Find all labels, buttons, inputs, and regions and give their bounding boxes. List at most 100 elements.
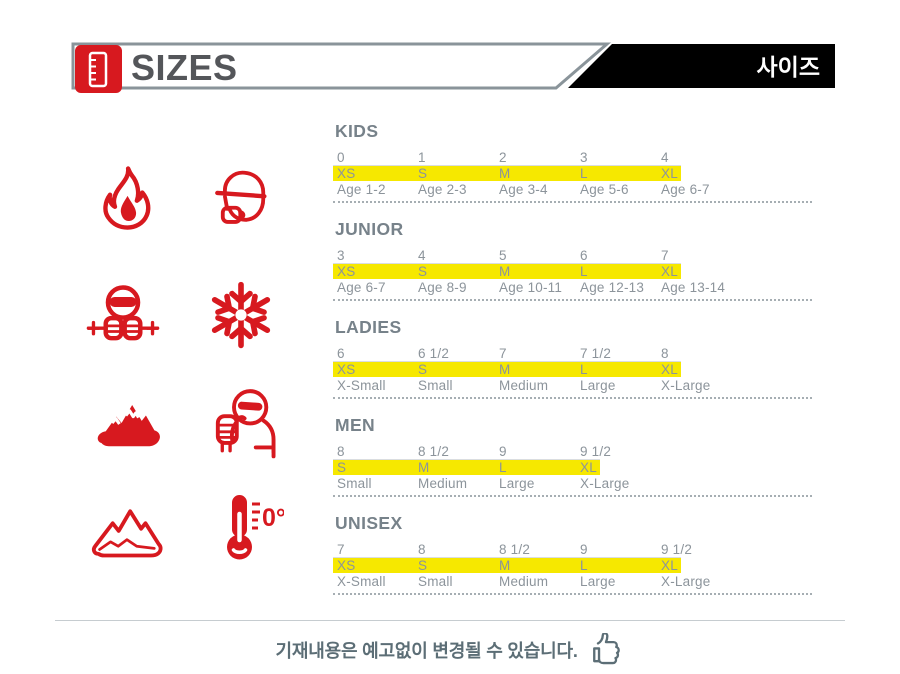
size-label-row: X-Small Small Medium Large X-Large	[337, 573, 857, 589]
size-cell: L	[580, 362, 588, 377]
size-label-row: Age 1-2 Age 2-3 Age 3-4 Age 5-6 Age 6-7	[337, 181, 857, 197]
size-cell: X-Large	[661, 378, 711, 393]
size-cell: 6 1/2	[418, 346, 450, 361]
footer: 기재내용은 예고없이 변경될 수 있습니다.	[0, 633, 900, 667]
size-cell: 7	[499, 346, 507, 361]
size-cell: 8	[418, 542, 426, 557]
size-cell: X-Small	[337, 378, 386, 393]
ruler-icon	[75, 45, 122, 93]
size-cell: Large	[499, 476, 535, 491]
size-cell: 2	[499, 150, 507, 165]
size-cell: Small	[418, 378, 453, 393]
size-cell: 3	[337, 248, 345, 263]
size-label-row: Small Medium Large X-Large	[337, 475, 857, 491]
size-cell: Age 12-13	[580, 280, 645, 295]
size-code-row: XS S M L XL	[333, 166, 681, 181]
size-cell: 5	[499, 248, 507, 263]
size-cell: XL	[661, 166, 678, 181]
size-cell: Age 6-7	[337, 280, 386, 295]
size-number-row: 6 6 1/2 7 7 1/2 8	[333, 346, 681, 362]
size-section: MEN 8 8 1/2 9 9 1/2 S M L XL Small Medium Large X-La…	[333, 415, 857, 510]
size-cell: S	[418, 166, 428, 181]
mountains-outline-icon	[91, 509, 163, 558]
size-cell: Medium	[418, 476, 468, 491]
size-cell: Small	[337, 476, 372, 491]
size-cell: 1	[418, 150, 426, 165]
size-label-row: Age 6-7 Age 8-9 Age 10-11 Age 12-13 Age 13-1…	[337, 279, 857, 295]
size-cell: XL	[661, 264, 678, 279]
size-cell: XS	[337, 264, 356, 279]
size-cell: XS	[337, 558, 356, 573]
size-cell: X-Small	[337, 574, 386, 589]
section-title: MEN	[335, 415, 376, 435]
size-cell: 7	[661, 248, 669, 263]
size-cell: Age 8-9	[418, 280, 467, 295]
footer-notice: 기재내용은 예고없이 변경될 수 있습니다.	[275, 641, 578, 661]
section-title: UNISEX	[335, 513, 403, 533]
size-cell: Age 2-3	[418, 182, 467, 197]
size-cell: 0	[337, 150, 345, 165]
size-number-row: 3 4 5 6 7	[333, 248, 681, 264]
size-section: UNISEX 7 8 8 1/2 9 9 1/2 XS S M L XL X-Small Small Me…	[333, 513, 857, 608]
skier-icon	[86, 285, 160, 341]
size-section: LADIES 6 6 1/2 7 7 1/2 8 XS S M L XL X-Small Small Me…	[333, 317, 857, 412]
page-title-korean: 사이즈	[757, 54, 820, 80]
size-cell: XL	[580, 460, 597, 475]
size-number-row: 7 8 8 1/2 9 9 1/2	[333, 542, 692, 558]
size-cell: 9 1/2	[661, 542, 693, 557]
size-cell: 7 1/2	[580, 346, 612, 361]
size-cell: XS	[337, 362, 356, 377]
size-cell: 8	[661, 346, 669, 361]
mountains-solid-icon	[97, 404, 160, 447]
size-cell: S	[418, 362, 428, 377]
size-cell: M	[499, 166, 511, 181]
size-cell: Large	[580, 574, 616, 589]
size-cell: Age 13-14	[661, 280, 726, 295]
footer-divider	[55, 620, 845, 621]
size-cell: S	[418, 264, 428, 279]
page-title: SIZES	[131, 47, 238, 88]
size-cell: 6	[580, 248, 588, 263]
size-cell: Age 10-11	[499, 280, 563, 295]
size-cell: 9	[499, 444, 507, 459]
size-cell: M	[418, 460, 430, 475]
size-cell: 4	[661, 150, 669, 165]
dotted-divider	[333, 201, 812, 203]
size-cell: L	[580, 166, 588, 181]
dotted-divider	[333, 593, 812, 595]
size-cell: XL	[661, 558, 678, 573]
thumbs-up-icon	[593, 633, 621, 665]
size-section: JUNIOR 3 4 5 6 7 XS S M L XL Age 6-7 Age 8-9 Age 10-1…	[333, 219, 857, 314]
size-cell: Age 1-2	[337, 182, 386, 197]
size-cell: X-Large	[580, 476, 630, 491]
size-cell: S	[337, 460, 347, 475]
size-cell: Age 5-6	[580, 182, 629, 197]
size-cell: 8 1/2	[499, 542, 531, 557]
size-cell: Age 3-4	[499, 182, 548, 197]
header-banner: SIZES 사이즈	[71, 42, 835, 93]
flame-icon	[103, 166, 151, 230]
header-black-bar	[568, 44, 835, 88]
size-cell: M	[499, 558, 511, 573]
size-cell: Age 6-7	[661, 182, 710, 197]
size-cell: Medium	[499, 378, 549, 393]
size-cell: 4	[418, 248, 426, 263]
size-cell: M	[499, 264, 511, 279]
section-title: LADIES	[335, 317, 402, 337]
size-section: KIDS 0 1 2 3 4 XS S M L XL Age 1-2 Age 2-3 Age 3-4 Age…	[333, 121, 857, 216]
size-cell: 8 1/2	[418, 444, 450, 459]
size-cell: 9 1/2	[580, 444, 612, 459]
size-cell: L	[580, 264, 588, 279]
section-title: JUNIOR	[335, 219, 404, 239]
dotted-divider	[333, 299, 812, 301]
size-code-row: S M L XL	[333, 460, 600, 475]
size-number-row: 8 8 1/2 9 9 1/2	[333, 444, 611, 460]
dotted-divider	[333, 397, 812, 399]
size-cell: L	[499, 460, 507, 475]
size-cell: 7	[337, 542, 345, 557]
size-cell: L	[580, 558, 588, 573]
size-code-row: XS S M L XL	[333, 264, 681, 279]
size-number-row: 0 1 2 3 4	[333, 150, 681, 166]
size-cell: M	[499, 362, 511, 377]
